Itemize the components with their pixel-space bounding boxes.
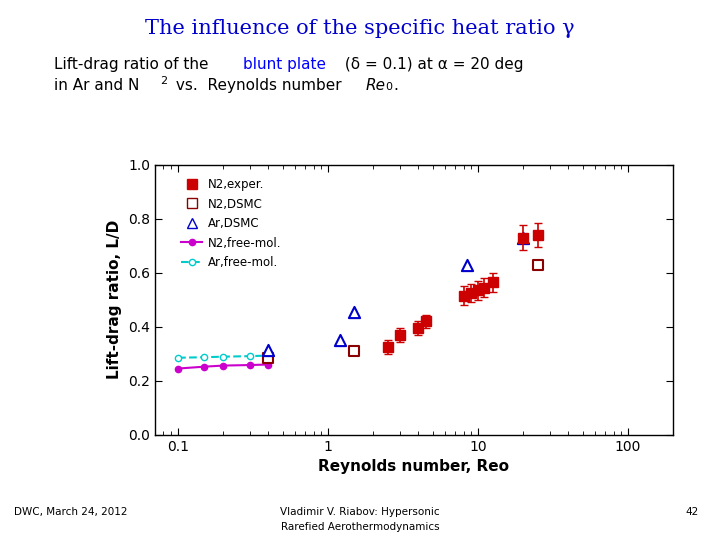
- Point: [462, 260, 473, 269]
- Text: 2: 2: [160, 76, 167, 86]
- Text: The influence of the specific heat ratio γ: The influence of the specific heat ratio…: [145, 19, 575, 38]
- Text: blunt plate: blunt plate: [243, 57, 326, 72]
- Point: [348, 347, 360, 355]
- Legend: N2,exper., N2,DSMC, Ar,DSMC, N2,free-mol., Ar,free-mol.: N2,exper., N2,DSMC, Ar,DSMC, N2,free-mol…: [176, 173, 287, 274]
- Point: [532, 260, 544, 269]
- Point: [263, 353, 274, 362]
- Point: [518, 233, 529, 242]
- Text: 42: 42: [685, 507, 698, 517]
- Text: .: .: [393, 78, 398, 93]
- Text: in Ar and N: in Ar and N: [54, 78, 140, 93]
- Point: [348, 307, 360, 316]
- Text: Re: Re: [366, 78, 386, 93]
- Point: [334, 336, 346, 345]
- Y-axis label: Lift-drag ratio, L/D: Lift-drag ratio, L/D: [107, 220, 122, 379]
- Text: (δ = 0.1) at α = 20 deg: (δ = 0.1) at α = 20 deg: [340, 57, 523, 72]
- Text: vs.  Reynolds number: vs. Reynolds number: [171, 78, 346, 93]
- Text: Vladimir V. Riabov: Hypersonic: Vladimir V. Riabov: Hypersonic: [280, 507, 440, 517]
- Text: DWC, March 24, 2012: DWC, March 24, 2012: [14, 507, 128, 517]
- Point: [263, 346, 274, 354]
- Text: Lift-drag ratio of the: Lift-drag ratio of the: [54, 57, 213, 72]
- Text: 0: 0: [385, 82, 392, 92]
- Text: Rarefied Aerothermodynamics: Rarefied Aerothermodynamics: [281, 522, 439, 532]
- X-axis label: Reynolds number, Reo: Reynolds number, Reo: [318, 459, 510, 474]
